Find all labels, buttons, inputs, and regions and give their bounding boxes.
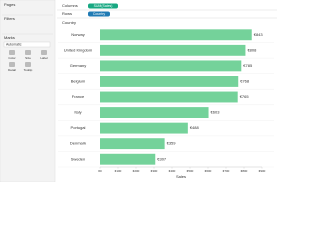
x-tick-label: €500 xyxy=(187,169,194,173)
marks-button-label[interactable]: Detail xyxy=(8,68,16,72)
x-tick-label: €100 xyxy=(115,169,122,173)
marks-type-dropdown[interactable] xyxy=(3,41,51,48)
x-tick-label: €200 xyxy=(133,169,140,173)
row-label: Norway xyxy=(71,32,85,37)
marks-button-label[interactable]: Label xyxy=(40,56,48,60)
value-label: €785 xyxy=(243,63,253,68)
marks-type[interactable]: Automatic xyxy=(6,43,22,47)
marks-button-label[interactable]: Color xyxy=(8,56,15,60)
value-label: €488 xyxy=(190,125,200,130)
bar xyxy=(100,138,165,150)
bar xyxy=(100,91,238,103)
x-tick-label: €300 xyxy=(151,169,158,173)
bar xyxy=(100,60,242,72)
x-tick-label: €800 xyxy=(241,169,248,173)
row-label: Portugal xyxy=(71,125,86,130)
row-label: France xyxy=(72,94,85,99)
bar xyxy=(100,122,188,134)
marks-button-icon[interactable] xyxy=(9,62,15,67)
x-tick-label: €0 xyxy=(98,169,102,173)
bar xyxy=(100,76,239,87)
bar xyxy=(100,29,252,41)
marks-button-icon[interactable] xyxy=(9,50,15,55)
x-tick-label: €600 xyxy=(205,169,212,173)
marks-button-label[interactable]: Tooltip xyxy=(24,68,33,72)
value-label: €603 xyxy=(211,110,221,115)
row-label: Belgium xyxy=(71,79,86,84)
marks-button-icon[interactable] xyxy=(25,62,31,67)
columns-pill-text[interactable]: SUM(Sales) xyxy=(94,4,113,8)
marks-button-icon[interactable] xyxy=(25,50,31,55)
row-label: Germany xyxy=(70,63,86,68)
bar xyxy=(100,44,246,56)
bar xyxy=(100,153,156,165)
marks-button-label[interactable]: Size xyxy=(25,56,31,60)
side-panel xyxy=(0,0,56,182)
bar xyxy=(100,107,209,118)
columns-label: Columns xyxy=(62,3,78,8)
rows-pill[interactable] xyxy=(88,11,110,17)
pages-title: Pages xyxy=(4,2,15,7)
rows-label: Rows xyxy=(62,11,72,16)
marks-title: Marks xyxy=(4,35,15,40)
x-tick-label: €700 xyxy=(223,169,230,173)
rows-pill-text[interactable]: Country xyxy=(93,12,106,16)
value-label: €307 xyxy=(157,156,167,161)
row-label: United Kingdom xyxy=(64,47,93,52)
row-label: Sweden xyxy=(71,156,85,161)
row-label: Italy xyxy=(74,110,81,115)
value-label: €359 xyxy=(167,141,177,146)
value-label: €843 xyxy=(254,32,264,37)
row-label: Denmark xyxy=(70,141,86,146)
x-tick-label: €400 xyxy=(169,169,176,173)
filters-title: Filters xyxy=(4,16,15,21)
row-header: Country xyxy=(62,20,76,25)
x-tick-label: €900 xyxy=(259,169,266,173)
x-axis-title: Sales xyxy=(176,174,186,179)
value-label: €808 xyxy=(247,47,257,52)
value-label: €765 xyxy=(240,94,250,99)
value-label: €768 xyxy=(240,79,250,84)
marks-button-icon[interactable] xyxy=(41,50,47,55)
screen: Pages Filters Marks Automatic Columns Ro… xyxy=(0,0,277,182)
columns-pill[interactable] xyxy=(88,3,118,9)
